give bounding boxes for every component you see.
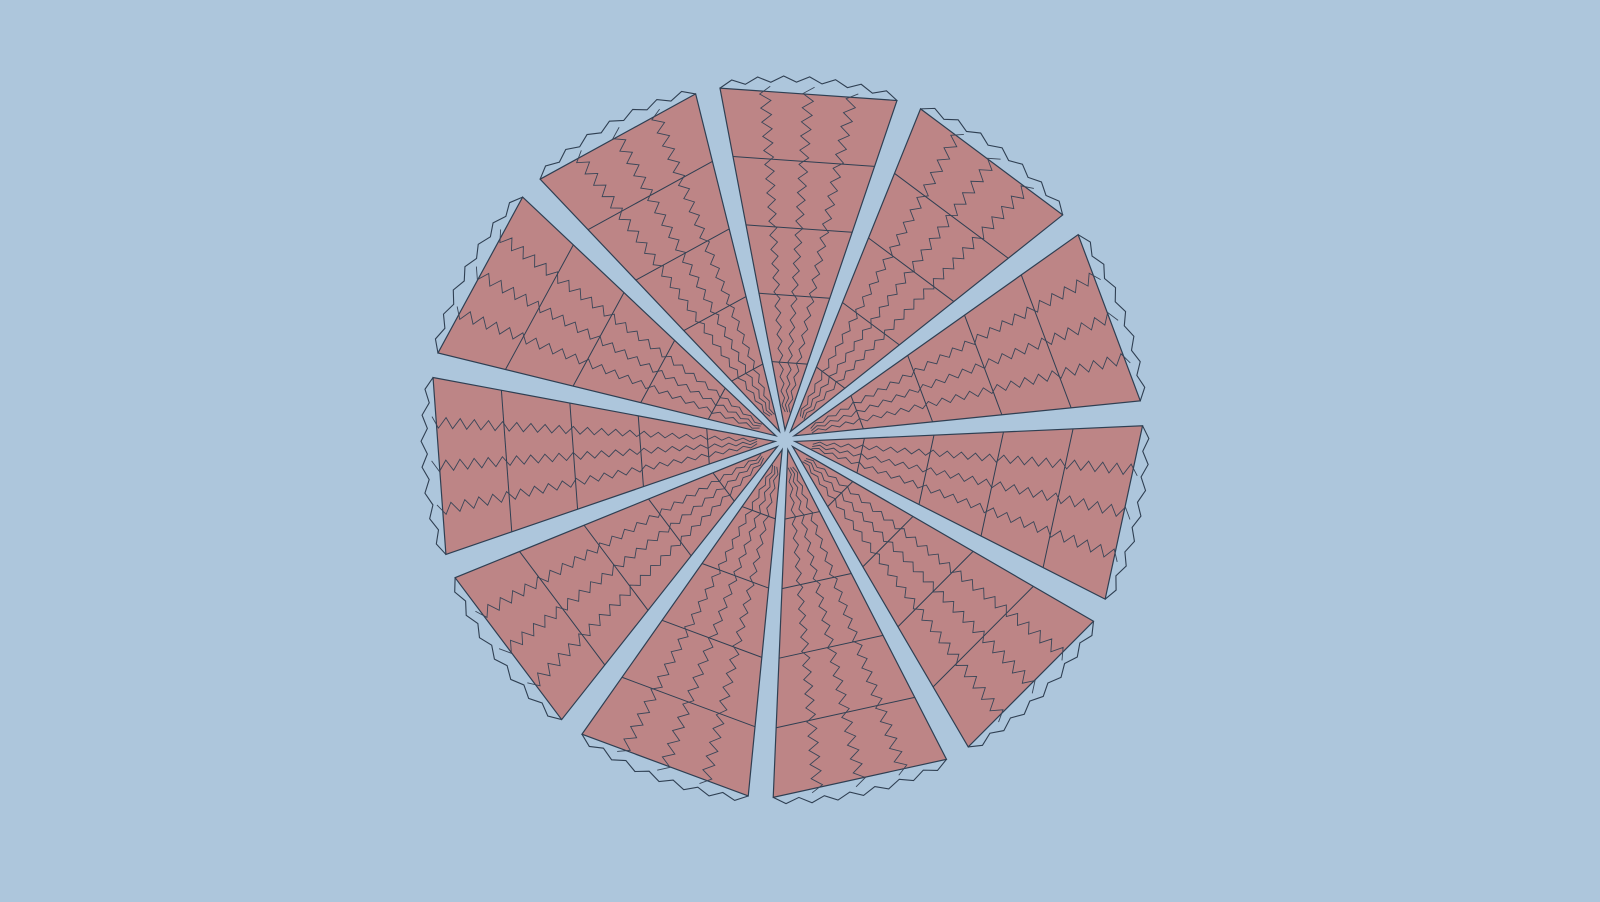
- zigzag-line: [431, 440, 758, 473]
- sector-outer-edge: [420, 377, 447, 555]
- ring-boundary: [569, 403, 579, 510]
- ring-boundary: [635, 228, 730, 281]
- tile-sector: [581, 447, 784, 802]
- zigzag-line: [475, 453, 762, 619]
- zigzag-line: [699, 466, 779, 784]
- sector-wedge: [788, 107, 1064, 434]
- zigzag-line: [787, 467, 824, 794]
- zigzag-line: [784, 86, 815, 413]
- ring-boundary: [731, 363, 764, 382]
- zigzag-line: [803, 185, 1034, 420]
- zigzag-line: [801, 157, 1001, 419]
- tile-sector: [434, 196, 778, 437]
- zigzag-line: [651, 108, 775, 415]
- ring-boundary: [572, 292, 625, 387]
- sector-wedge: [539, 93, 781, 434]
- tile-sector: [792, 425, 1150, 601]
- zigzag-line: [812, 444, 1131, 520]
- ring-boundary: [964, 314, 1003, 415]
- ring-boundary: [856, 438, 865, 474]
- sector-outer-edge: [772, 758, 947, 805]
- ring-boundary: [784, 511, 820, 520]
- ring-boundary: [583, 524, 649, 611]
- sector-wedge: [437, 196, 778, 437]
- sector-wedge: [791, 233, 1142, 437]
- ring-boundary: [850, 395, 864, 430]
- ring-boundary: [661, 619, 763, 658]
- tile-sector: [791, 233, 1146, 437]
- zigzag-line: [527, 457, 765, 687]
- ring-boundary: [778, 634, 884, 659]
- sector-wedge: [432, 376, 778, 556]
- zigzag-line: [811, 352, 1131, 434]
- tile-sector: [539, 90, 781, 434]
- ring-boundary: [980, 431, 1004, 537]
- zigzag-line: [792, 466, 908, 776]
- zigzag-line: [811, 447, 1118, 563]
- zigzag-line: [802, 461, 1004, 723]
- sector-wedge: [454, 445, 780, 721]
- sector-wedge: [719, 87, 898, 433]
- tiling-sectors: [420, 75, 1150, 805]
- ring-boundary: [707, 387, 726, 420]
- sector-outer-edge: [454, 577, 562, 721]
- sector-outer-edge: [434, 196, 523, 354]
- zigzag-line: [805, 458, 1064, 661]
- tile-sector: [788, 107, 1064, 434]
- sector-wedge: [792, 425, 1144, 601]
- tile-sector: [719, 75, 898, 433]
- sector-outer-edge: [1104, 425, 1150, 600]
- ring-boundary: [868, 237, 955, 302]
- sector-wedge: [581, 447, 784, 797]
- sector-outer-edge: [719, 75, 898, 101]
- zigzag-line: [612, 127, 773, 416]
- zigzag-line: [475, 266, 761, 427]
- zigzag-line: [456, 306, 760, 429]
- sector-outer-edge: [581, 733, 749, 802]
- ring-boundary: [772, 361, 808, 365]
- zigzag-line: [657, 465, 776, 771]
- ring-boundary: [706, 428, 710, 465]
- zigzag-line: [799, 134, 964, 417]
- ring-boundary: [816, 366, 846, 389]
- zigzag-line: [788, 93, 859, 413]
- zigzag-line: [810, 272, 1101, 429]
- sector-wedge: [772, 447, 948, 799]
- sector-outer-edge: [920, 107, 1064, 216]
- sector-outer-edge: [539, 90, 696, 180]
- zigzag-line: [812, 441, 1138, 476]
- zigzag-line: [804, 459, 1036, 694]
- tile-sector: [790, 444, 1095, 748]
- tile-sector: [420, 376, 778, 556]
- ring-boundary: [741, 506, 776, 520]
- sector-outer-edge: [968, 621, 1095, 748]
- zigzag-line: [758, 85, 786, 413]
- zigzag-line: [431, 416, 758, 442]
- ring-boundary: [712, 472, 735, 502]
- zigzag-line: [436, 443, 758, 516]
- ring-boundary: [745, 224, 853, 233]
- tile-sector: [454, 445, 780, 721]
- zigzag-line: [617, 464, 774, 752]
- zigzag-line: [811, 311, 1119, 432]
- zigzag-line: [575, 150, 771, 417]
- sector-outer-edge: [1077, 234, 1146, 401]
- ring-boundary: [897, 551, 974, 628]
- zigzag-line: [790, 467, 867, 788]
- zigzag-line: [499, 229, 763, 425]
- ring-boundary: [827, 481, 854, 507]
- zigzag-line: [498, 456, 763, 654]
- tile-sector: [772, 447, 948, 805]
